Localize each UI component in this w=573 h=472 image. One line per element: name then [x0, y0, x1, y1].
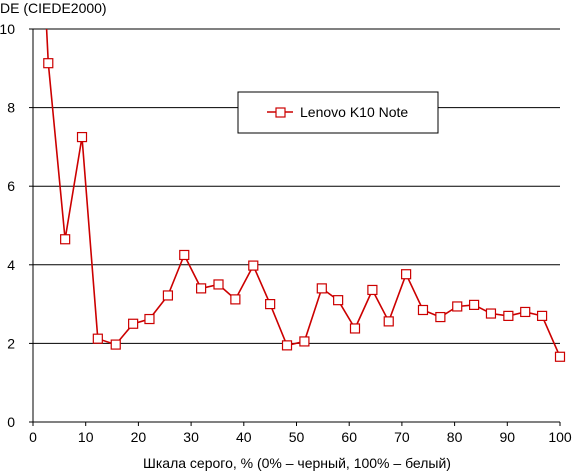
data-point — [248, 260, 259, 271]
data-point — [76, 131, 88, 143]
x-tick-label-40: 40 — [236, 429, 252, 445]
y-tick-label-8: 8 — [7, 100, 15, 116]
data-point — [110, 339, 121, 350]
x-tick-label-60: 60 — [341, 429, 357, 445]
data-point — [503, 310, 514, 321]
data-point — [401, 269, 412, 280]
legend-label: Lenovo K10 Note — [300, 104, 408, 120]
y-tick-labels: 0 2 4 6 8 10 — [0, 21, 15, 430]
data-point — [92, 333, 103, 344]
data-point — [43, 58, 54, 69]
x-tick-label-80: 80 — [447, 429, 463, 445]
data-point — [162, 290, 174, 301]
x-axis-label: Шкала серого, % (0% – черный, 100% – бел… — [143, 455, 451, 471]
data-point — [213, 279, 224, 290]
x-tick-label-30: 30 — [183, 429, 199, 445]
legend-marker — [275, 107, 286, 118]
data-point — [468, 299, 480, 310]
data-point — [349, 323, 361, 334]
x-tick-label-100: 100 — [548, 429, 572, 445]
x-tick-label-50: 50 — [289, 429, 305, 445]
data-point — [144, 313, 155, 325]
data-point — [230, 294, 241, 305]
grid-lines — [33, 28, 560, 344]
data-point — [452, 301, 463, 312]
x-tick-label-70: 70 — [394, 429, 410, 445]
y-tick-label-10: 10 — [0, 21, 15, 37]
axes — [29, 28, 561, 426]
data-point — [196, 283, 207, 294]
data-point — [554, 351, 566, 362]
data-point — [333, 295, 344, 306]
data-point — [60, 234, 71, 245]
data-point — [485, 308, 497, 319]
x-tick-label-10: 10 — [78, 429, 94, 445]
data-point — [128, 318, 139, 329]
y-tick-label-0: 0 — [7, 414, 15, 430]
data-point — [265, 299, 276, 310]
data-point — [367, 284, 378, 296]
y-tick-label-2: 2 — [7, 335, 15, 351]
legend: Lenovo K10 Note — [237, 91, 439, 134]
x-tick-label-20: 20 — [131, 429, 147, 445]
y-tick-label-6: 6 — [7, 178, 15, 194]
data-point — [299, 336, 310, 347]
data-point — [520, 306, 531, 318]
data-point — [417, 304, 429, 316]
data-point — [281, 340, 293, 351]
data-point — [179, 249, 190, 261]
data-point — [383, 316, 394, 327]
x-tick-labels: 0 10 20 30 40 50 60 70 80 90 100 — [29, 429, 572, 445]
series-line — [45, 29, 560, 358]
y-tick-label-4: 4 — [7, 257, 15, 273]
data-point — [435, 311, 446, 323]
y-axis-label: DE (CIEDE2000) — [0, 0, 107, 16]
x-tick-label-0: 0 — [29, 429, 37, 445]
series-lenovo-k10-note — [43, 29, 566, 362]
data-point — [536, 310, 548, 321]
x-tick-label-90: 90 — [500, 429, 516, 445]
data-point — [316, 283, 327, 294]
